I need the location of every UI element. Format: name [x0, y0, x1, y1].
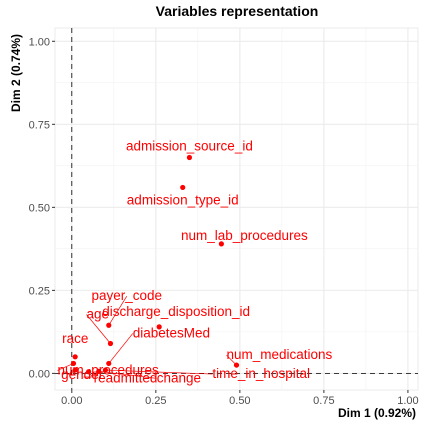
label-connector: [108, 333, 134, 364]
x-tick-label: 1.00: [397, 395, 418, 407]
x-tick-label: 0.25: [145, 395, 166, 407]
data-point: [106, 322, 112, 328]
y-tick-label: 0.50: [29, 202, 50, 214]
point-label: num_lab_procedures: [181, 228, 308, 243]
label-connector: [98, 371, 157, 379]
label-connector: [108, 296, 128, 326]
x-axis-title: Dim 1 (0.92%): [338, 406, 416, 420]
plot-panel: [54, 27, 419, 391]
point-label: change: [157, 370, 201, 385]
data-point: [180, 184, 186, 191]
data-points: [70, 154, 240, 375]
point-label: readmitted: [94, 371, 158, 386]
point-label: admission_type_id: [127, 192, 239, 207]
data-point: [70, 360, 77, 367]
data-point: [218, 241, 224, 247]
data-point: [107, 340, 114, 347]
y-tick-label: 0.25: [29, 285, 50, 297]
point-label: time_in_hospital: [212, 366, 310, 381]
y-tick-label: 0.75: [29, 119, 50, 131]
data-point: [156, 324, 162, 330]
label-connectors: [57, 296, 237, 379]
point-label: discharge_disposition_id: [102, 304, 250, 319]
y-tick-label: 0.00: [29, 368, 50, 380]
data-point: [72, 367, 78, 373]
x-tick-label: 0.75: [313, 395, 334, 407]
point-label: admission_source_id: [126, 139, 253, 154]
data-point: [72, 354, 78, 360]
data-point: [96, 368, 102, 375]
data-point: [233, 362, 240, 368]
point-labels: admission_source_id admission_type_id num_…: [57, 139, 332, 386]
data-point: [106, 360, 112, 367]
y-tick-label: 1.00: [29, 36, 50, 48]
point-label: age: [86, 307, 109, 322]
point-label: num_medications: [227, 347, 333, 362]
data-point: [86, 369, 92, 375]
point-label: payer_code: [91, 288, 162, 303]
label-connector: [105, 369, 213, 375]
x-tick-label: 0.00: [61, 395, 82, 407]
point-label: diabetesMed: [133, 325, 210, 340]
label-connector: [86, 314, 111, 344]
point-label: race: [62, 331, 88, 346]
point-label: gender: [61, 367, 104, 382]
label-connector: [57, 363, 74, 371]
y-axis-title: Dim 2 (0.74%): [9, 34, 23, 112]
data-point: [186, 154, 193, 161]
reference-lines: [55, 28, 418, 390]
chart-title: Variables representation: [156, 3, 319, 19]
point-label: num_procedures: [57, 362, 159, 377]
x-tick-label: 0.50: [229, 395, 250, 407]
axis-ticks: 0.00 0.25 0.50 0.75 1.00 0.00 0.25 0.50 0.75 1.00: [29, 36, 419, 407]
data-point: [102, 367, 109, 373]
